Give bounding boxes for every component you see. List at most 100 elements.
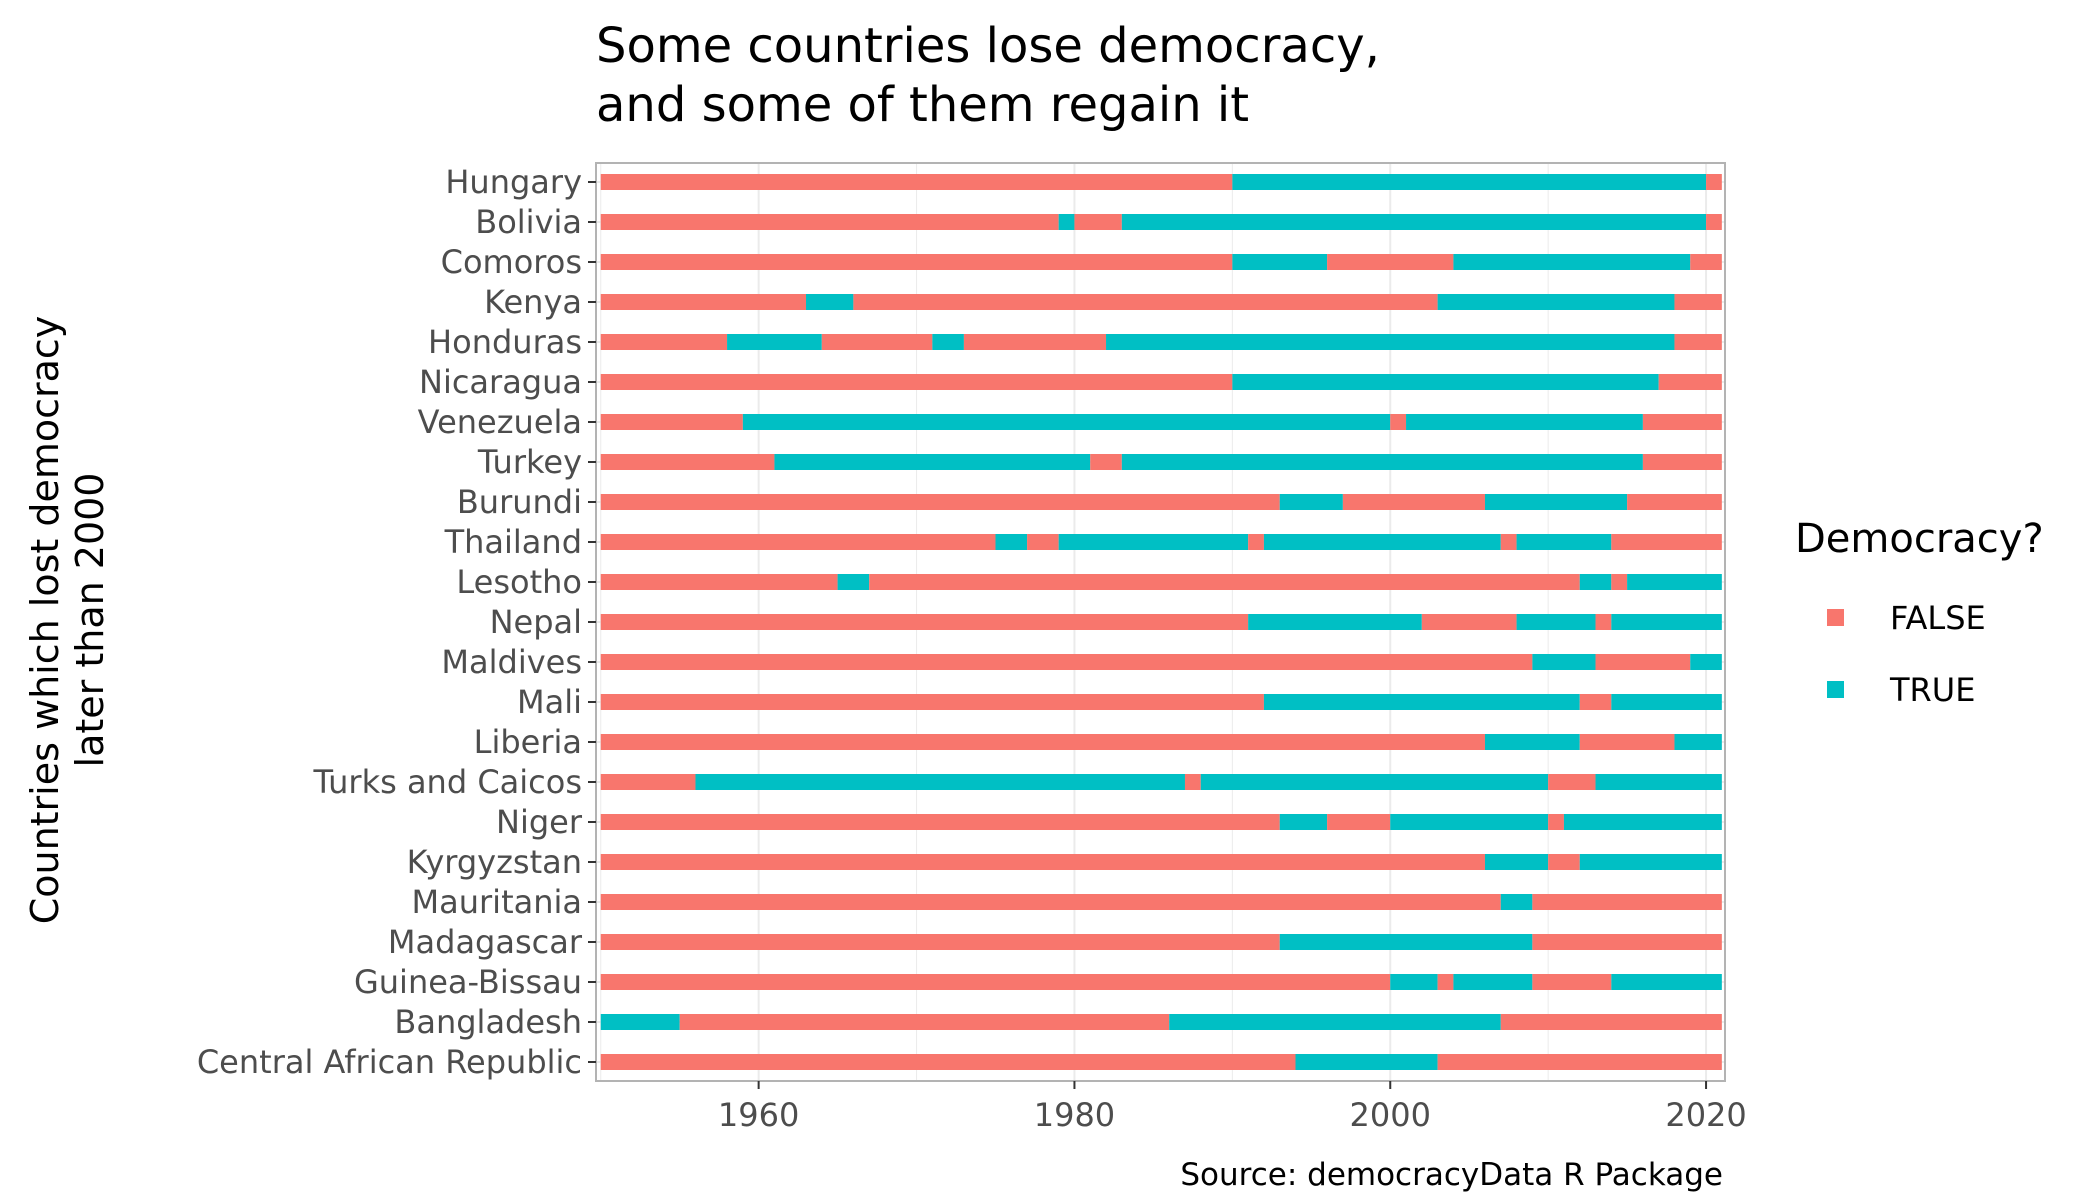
- y-tick-label-central-african-republic: Central African Republic: [197, 1043, 582, 1081]
- bar-segment-comoros-0: [600, 254, 1233, 270]
- legend-label-true: TRUE: [1889, 671, 1975, 709]
- bar-segment-central-african-republic-1: [1295, 1054, 1438, 1070]
- bar-row-burundi: [600, 494, 1722, 510]
- bar-segment-turks-and-caicos-4: [1548, 774, 1596, 790]
- y-tick-label-niger: Niger: [496, 803, 583, 841]
- legend-key-true: [1827, 681, 1844, 698]
- bar-row-nepal: [600, 614, 1722, 630]
- bar-segment-honduras-3: [932, 334, 964, 350]
- bars: [600, 174, 1722, 1070]
- bar-segment-nepal-1: [1248, 614, 1422, 630]
- chart-title: Some countries lose democracy, and some …: [596, 18, 1380, 133]
- bar-segment-turkey-2: [1090, 454, 1122, 470]
- bar-segment-turkey-0: [600, 454, 775, 470]
- bar-segment-thailand-2: [1027, 534, 1059, 550]
- bar-segment-kenya-3: [1437, 294, 1675, 310]
- bar-segment-honduras-4: [963, 334, 1107, 350]
- bar-row-hungary: [600, 174, 1722, 190]
- chart-title-line-2: and some of them regain it: [596, 77, 1249, 133]
- bar-segment-niger-2: [1327, 814, 1391, 830]
- bar-segment-venezuela-0: [600, 414, 743, 430]
- x-tick-label-2000: 2000: [1350, 1096, 1431, 1134]
- bar-segment-bolivia-0: [600, 214, 1059, 230]
- y-tick-label-turks-and-caicos: Turks and Caicos: [312, 763, 582, 801]
- bar-segment-honduras-0: [600, 334, 728, 350]
- bar-row-honduras: [600, 334, 1722, 350]
- bar-segment-honduras-6: [1674, 334, 1722, 350]
- bar-segment-guinea-bissau-3: [1453, 974, 1533, 990]
- y-tick-label-bangladesh: Bangladesh: [394, 1003, 582, 1041]
- bar-segment-bolivia-1: [1058, 214, 1075, 230]
- bar-segment-liberia-2: [1579, 734, 1675, 750]
- bar-segment-mauritania-0: [600, 894, 1501, 910]
- bar-row-liberia: [600, 734, 1722, 750]
- bar-segment-venezuela-1: [742, 414, 1391, 430]
- bar-segment-lesotho-4: [1611, 574, 1628, 590]
- bar-row-kenya: [600, 294, 1722, 310]
- bar-row-bolivia: [600, 214, 1722, 230]
- bar-segment-honduras-5: [1106, 334, 1675, 350]
- bar-segment-nicaragua-1: [1232, 374, 1659, 390]
- bar-segment-mali-1: [1263, 694, 1580, 710]
- bar-segment-maldives-3: [1690, 654, 1722, 670]
- bar-segment-maldives-2: [1595, 654, 1691, 670]
- bar-row-nicaragua: [600, 374, 1722, 390]
- y-tick-label-guinea-bissau: Guinea-Bissau: [354, 963, 582, 1001]
- y-tick-label-comoros: Comoros: [441, 243, 582, 281]
- bar-segment-central-african-republic-2: [1437, 1054, 1722, 1070]
- bar-segment-liberia-1: [1484, 734, 1580, 750]
- y-tick-label-bolivia: Bolivia: [475, 203, 582, 241]
- bar-row-niger: [600, 814, 1722, 830]
- bar-segment-madagascar-0: [600, 934, 1280, 950]
- bar-segment-thailand-5: [1263, 534, 1501, 550]
- bar-segment-turkey-1: [774, 454, 1091, 470]
- bar-segment-turks-and-caicos-0: [600, 774, 696, 790]
- bar-segment-honduras-1: [727, 334, 822, 350]
- bar-row-venezuela: [600, 414, 1722, 430]
- bar-segment-guinea-bissau-2: [1437, 974, 1454, 990]
- bar-segment-nepal-2: [1421, 614, 1517, 630]
- bar-segment-burundi-2: [1342, 494, 1485, 510]
- y-tick-label-kenya: Kenya: [484, 283, 582, 321]
- y-tick-label-venezuela: Venezuela: [418, 403, 582, 441]
- bar-segment-comoros-1: [1232, 254, 1328, 270]
- bar-segment-nepal-5: [1611, 614, 1722, 630]
- y-tick-label-mauritania: Mauritania: [412, 883, 582, 921]
- bar-segment-thailand-7: [1516, 534, 1612, 550]
- bar-segment-mali-2: [1579, 694, 1612, 710]
- bar-segment-turks-and-caicos-2: [1184, 774, 1201, 790]
- bar-segment-mauritania-2: [1532, 894, 1722, 910]
- bar-row-mali: [600, 694, 1722, 710]
- y-tick-label-liberia: Liberia: [474, 723, 582, 761]
- bar-row-central-african-republic: [600, 1054, 1722, 1070]
- y-tick-label-nicaragua: Nicaragua: [419, 363, 582, 401]
- bar-segment-thailand-8: [1611, 534, 1722, 550]
- bar-row-bangladesh: [600, 1014, 1722, 1030]
- y-tick-label-honduras: Honduras: [428, 323, 582, 361]
- bar-segment-madagascar-1: [1279, 934, 1533, 950]
- legend-key-false: [1827, 609, 1844, 626]
- y-tick-label-thailand: Thailand: [444, 523, 582, 561]
- x-tick-label-1960: 1960: [718, 1096, 799, 1134]
- bar-segment-thailand-0: [600, 534, 996, 550]
- bar-segment-niger-3: [1390, 814, 1549, 830]
- bar-segment-nicaragua-0: [600, 374, 1233, 390]
- y-tick-label-maldives: Maldives: [441, 643, 582, 681]
- y-axis-title-line-1: Countries which lost democracy: [23, 316, 67, 925]
- bar-segment-lesotho-1: [837, 574, 870, 590]
- x-tick-label-2020: 2020: [1665, 1096, 1746, 1134]
- bar-segment-bolivia-3: [1121, 214, 1707, 230]
- bar-row-turks-and-caicos: [600, 774, 1722, 790]
- bar-segment-venezuela-3: [1406, 414, 1643, 430]
- bar-segment-kyrgyzstan-1: [1484, 854, 1549, 870]
- legend: Democracy? FALSE TRUE: [1795, 516, 2044, 709]
- bar-segment-comoros-3: [1453, 254, 1691, 270]
- y-tick-label-hungary: Hungary: [445, 163, 582, 201]
- bar-segment-central-african-republic-0: [600, 1054, 1296, 1070]
- bar-row-maldives: [600, 654, 1722, 670]
- bar-segment-niger-0: [600, 814, 1280, 830]
- bar-segment-bangladesh-3: [1500, 1014, 1722, 1030]
- bar-segment-burundi-3: [1484, 494, 1628, 510]
